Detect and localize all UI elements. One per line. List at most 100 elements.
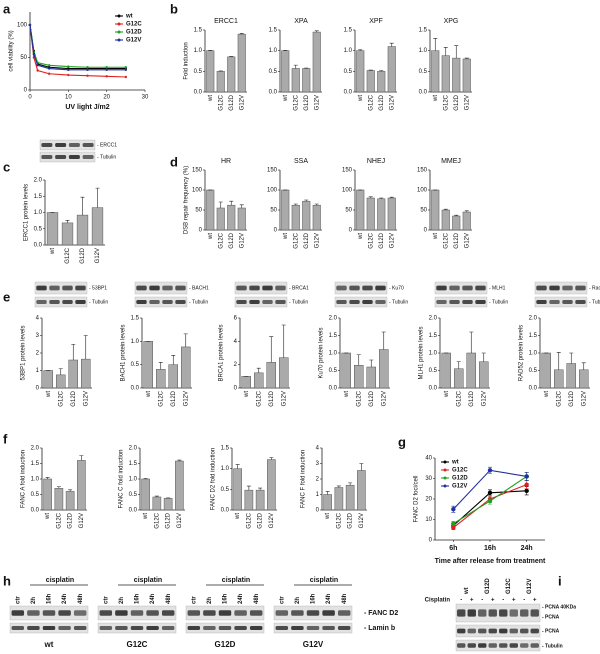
y-tick-label: 0.5 xyxy=(31,492,40,498)
y-tick-label: 100 xyxy=(267,188,278,194)
y-tick-label: 2 xyxy=(36,351,40,357)
blot-band xyxy=(530,643,539,648)
data-point xyxy=(451,507,456,512)
blot-band xyxy=(337,610,351,616)
blot-band xyxy=(99,610,113,616)
x-tick-label: 16h xyxy=(484,545,496,552)
blot-band xyxy=(11,626,25,630)
blot-band xyxy=(536,300,547,304)
legend-marker xyxy=(117,38,121,42)
chart-title: SSA xyxy=(294,158,308,165)
blot-band xyxy=(478,643,487,648)
blot-band xyxy=(375,285,386,291)
blot-band xyxy=(575,285,586,291)
error-bar xyxy=(65,220,70,223)
x-tick-label: G12C xyxy=(154,512,160,528)
bar xyxy=(441,352,451,389)
x-tick-label: G12V xyxy=(464,95,470,110)
data-point xyxy=(36,69,39,72)
treatment-sign: + xyxy=(491,598,495,604)
y-tick-label: 0.5 xyxy=(221,487,230,493)
bar xyxy=(312,31,321,93)
error-bar xyxy=(68,489,73,492)
y-tick-label: 0 xyxy=(36,386,40,392)
x-tick-label: G12V xyxy=(314,233,320,248)
lane-label: 48h xyxy=(254,593,260,604)
blot-band xyxy=(249,285,260,291)
error-bar xyxy=(229,200,234,206)
x-axis-label: UV light J/m2 xyxy=(65,104,109,111)
blot-band xyxy=(436,300,447,304)
y-tick-label: 100 xyxy=(342,188,353,194)
y-axis-label: BACH1 protein levels xyxy=(121,324,127,381)
series-line xyxy=(29,24,126,70)
bar xyxy=(479,361,489,389)
lane-label: 48h xyxy=(166,593,172,604)
x-tick-label: G12D xyxy=(171,390,177,406)
blot-background xyxy=(434,281,488,295)
chart-title: NHEJ xyxy=(367,158,385,165)
treatment-sign: - xyxy=(502,598,504,604)
y-tick-label: 3 xyxy=(316,461,320,467)
y-tick-label: 0 xyxy=(199,228,203,234)
error-bar xyxy=(80,196,85,216)
y-tick-label: 0.0 xyxy=(269,90,278,96)
x-axis-label: Time after release from treatment xyxy=(435,558,546,565)
blot-label: - PCNA 40KDa xyxy=(542,604,576,610)
blot-header: cisplatin xyxy=(134,577,162,584)
bar xyxy=(216,71,225,93)
blot-label: - BACH1 xyxy=(189,285,209,291)
x-tick-label: G12D xyxy=(269,390,275,406)
y-tick-label: 0.5 xyxy=(129,492,138,498)
error-bar xyxy=(79,455,84,461)
y-tick-label: 4 xyxy=(36,316,40,322)
x-tick-label: wt xyxy=(325,513,331,520)
y-tick-label: 50 xyxy=(345,208,352,214)
blot-band xyxy=(530,609,539,617)
blot-band xyxy=(36,285,47,291)
x-tick-label: wt xyxy=(45,513,51,520)
blot-label: - Tubulin xyxy=(289,299,308,305)
bar xyxy=(254,372,264,389)
x-tick-label: G12D xyxy=(304,232,310,248)
error-bar xyxy=(368,196,373,198)
blot-band xyxy=(562,300,573,304)
x-tick-label: G12C xyxy=(443,94,449,110)
bar xyxy=(152,496,162,511)
x-tick-label: G12V xyxy=(481,391,487,406)
y-tick-label: 1.5 xyxy=(419,28,428,34)
bar xyxy=(43,478,52,511)
blot-label: - Tubulin xyxy=(89,299,108,305)
error-bar xyxy=(269,457,274,460)
y-tick-label: 1.0 xyxy=(269,48,278,54)
y-axis-label: cell viability (%) xyxy=(9,30,15,71)
y-tick-label: 0.5 xyxy=(269,69,278,75)
y-tick-label: 0.0 xyxy=(31,508,40,514)
x-tick-label: wt xyxy=(208,95,214,102)
blot-band xyxy=(475,285,486,291)
y-axis-label: Fold induction xyxy=(184,42,190,79)
y-tick-label: 1.0 xyxy=(529,351,538,357)
blot-band xyxy=(336,300,347,304)
blot-band xyxy=(55,155,67,159)
blot-band xyxy=(275,300,286,304)
y-tick-label: 2.0 xyxy=(31,446,40,452)
x-tick-label: G12D xyxy=(369,390,375,406)
treatment-sign: - xyxy=(460,598,462,604)
bar xyxy=(266,362,276,389)
blot-band xyxy=(362,285,373,291)
data-point xyxy=(124,68,128,72)
blot-band xyxy=(478,609,487,617)
blot-band xyxy=(436,285,447,291)
y-tick-label: 0.0 xyxy=(129,508,138,514)
y-tick-label: 0.0 xyxy=(194,90,203,96)
panel-letter: b xyxy=(170,1,178,16)
data-point xyxy=(67,73,70,77)
blot-background xyxy=(34,281,88,295)
x-tick-label: G12C xyxy=(218,94,224,110)
bar xyxy=(366,366,376,389)
bar xyxy=(334,487,344,511)
y-tick-label: 1.0 xyxy=(344,48,353,54)
x-tick-label: G12V xyxy=(95,248,101,263)
x-tick-label: wt xyxy=(244,391,250,398)
